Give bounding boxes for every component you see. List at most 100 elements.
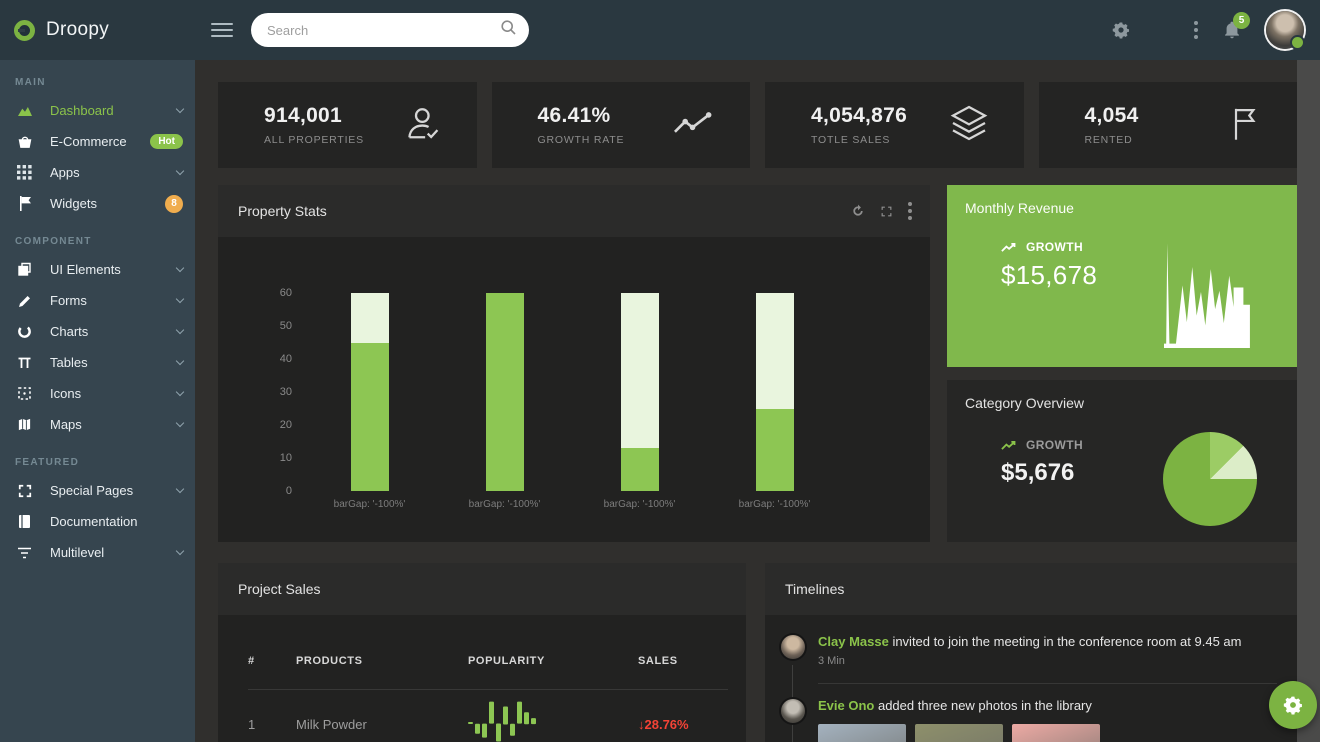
project-sales-header: Project Sales — [218, 563, 746, 615]
grid-icon[interactable] — [1154, 22, 1170, 38]
sidebar-item-apps[interactable]: Apps — [0, 157, 195, 188]
y-axis-tick: 10 — [279, 452, 292, 464]
bell-icon[interactable]: 5 — [1222, 12, 1250, 41]
growth-label: GROWTH — [1026, 438, 1084, 452]
sidebar-item-label: Maps — [50, 417, 82, 432]
photo-thumbnail[interactable] — [818, 723, 906, 742]
card-title: Property Stats — [238, 203, 327, 219]
sidebar-item-charts[interactable]: Charts — [0, 316, 195, 347]
droopy-logo-icon — [14, 19, 35, 41]
sidebar-item-special-pages[interactable]: Special Pages — [0, 475, 195, 506]
stat-card-rented[interactable]: 4,054 RENTED — [1038, 82, 1297, 168]
search-input[interactable] — [267, 22, 500, 38]
y-axis-tick: 0 — [285, 485, 292, 497]
trending-up-icon — [1001, 440, 1016, 450]
stat-label: RENTED — [1084, 134, 1133, 146]
property-stats-card: Property Stats 60 50 40 30 20 10 0 barGap: '-10… — [218, 185, 930, 542]
sidebar-item-label: Apps — [50, 165, 80, 180]
sidebar-item-ui-elements[interactable]: UI Elements — [0, 254, 195, 285]
stat-value: 4,054,876 — [811, 104, 908, 127]
sidebar-item-e-commerce[interactable]: E-Commerce Hot — [0, 126, 195, 157]
timeline-message: invited to join the meeting in the confe… — [888, 634, 1242, 649]
search-box[interactable] — [251, 13, 529, 47]
stat-card-all-properties[interactable]: 914,001 ALL PROPERTIES — [218, 82, 477, 168]
sidebar-item-label: E-Commerce — [50, 134, 127, 149]
map-icon — [16, 417, 33, 432]
sidebar-section-label: COMPONENT — [15, 236, 92, 247]
brand[interactable]: Droopy — [0, 19, 195, 41]
photo-thumbnail[interactable] — [915, 723, 1003, 742]
search-icon[interactable] — [500, 19, 517, 41]
y-axis-tick: 40 — [279, 353, 292, 365]
timeline-item-clay-masse[interactable]: Clay Masse invited to join the meeting i… — [781, 633, 1277, 670]
apps-grid-icon — [16, 165, 33, 180]
sidebar-item-multilevel[interactable]: Multilevel — [0, 537, 195, 568]
y-axis-tick: 50 — [279, 320, 292, 332]
category-overview-growth: GROWTH $5,676 — [1001, 438, 1083, 487]
count-badge: 8 — [165, 194, 183, 213]
stat-card-totle-sales[interactable]: 4,054,876 TOTLE SALES — [765, 82, 1024, 168]
stat-card-growth-rate[interactable]: 46.41% GROWTH RATE — [491, 82, 750, 168]
stat-label: ALL PROPERTIES — [264, 134, 364, 146]
stat-value: 46.41% — [537, 104, 611, 127]
sidebar-nav: MAIN Dashboard E-Commerce Hot Apps Widgets 8 CO… — [0, 60, 195, 742]
sidebar-item-widgets[interactable]: Widgets 8 — [0, 188, 195, 219]
category-pie-chart — [1163, 432, 1257, 526]
table-divider — [248, 689, 728, 690]
stat-text: 4,054,876 TOTLE SALES — [811, 104, 907, 146]
book-icon — [16, 514, 33, 529]
navbar-actions: 5 — [1112, 11, 1320, 50]
sidebar-item-maps[interactable]: Maps — [0, 409, 195, 440]
x-axis-label: barGap: '-100%' — [468, 499, 541, 510]
revenue-area-chart — [1164, 243, 1250, 348]
sidebar-item-label: Tables — [50, 355, 88, 370]
photo-thumbnail[interactable] — [1012, 723, 1100, 742]
sidebar-item-icons[interactable]: Icons — [0, 378, 195, 409]
table-row[interactable]: 1 Milk Powder ↓28.76% — [218, 690, 746, 742]
kebab-icon[interactable] — [1194, 21, 1198, 39]
category-overview-card: Category Overview GROWTH $5,676 — [947, 380, 1297, 542]
bar-track — [620, 293, 659, 491]
gear-icon[interactable] — [1112, 21, 1130, 39]
kebab-icon[interactable] — [908, 202, 912, 220]
basket-icon — [16, 134, 33, 150]
avatar[interactable] — [1266, 11, 1305, 50]
expand-icon — [16, 484, 33, 498]
monthly-revenue-card: Monthly Revenue GROWTH $15,678 — [947, 185, 1297, 367]
property-stats-chart: 60 50 40 30 20 10 0 barGap: '-100%' barGap: '-10… — [218, 237, 930, 542]
refresh-icon[interactable] — [851, 202, 865, 220]
settings-fab[interactable] — [1269, 681, 1317, 729]
card-tools — [851, 202, 912, 220]
x-axis-labels: barGap: '-100%' barGap: '-100%' barGap: '-… — [302, 499, 842, 510]
notification-badge: 5 — [1233, 12, 1250, 29]
sidebar-item-tables[interactable]: Tables — [0, 347, 195, 378]
timelines-header: Timelines — [765, 563, 1297, 615]
card-title: Category Overview — [965, 395, 1085, 411]
sidebar-item-documentation[interactable]: Documentation — [0, 506, 195, 537]
avatar — [781, 698, 805, 723]
sidebar-item-label: Special Pages — [50, 483, 134, 498]
sidebar-item-label: Widgets — [50, 196, 97, 211]
timeline-list: Clay Masse invited to join the meeting i… — [765, 615, 1297, 742]
bar-slot — [302, 293, 437, 491]
hamburger-menu-icon[interactable] — [211, 23, 233, 37]
bar-slot — [437, 293, 572, 491]
sidebar-section-label: MAIN — [15, 77, 46, 88]
x-axis-label: barGap: '-100%' — [333, 499, 406, 510]
timelines-card: Timelines Clay Masse invited to join the… — [765, 563, 1297, 742]
stats-row: 914,001 ALL PROPERTIES 46.41% GROWTH RATE 4,… — [218, 82, 1297, 168]
bar-plot — [302, 293, 842, 491]
timeline-message: added three new photos in the library — [874, 697, 1092, 713]
donut-icon — [16, 324, 33, 339]
chevron-down-icon — [175, 484, 185, 494]
sidebar-item-label: Charts — [50, 324, 89, 339]
expand-icon[interactable] — [880, 202, 893, 220]
sidebar-item-dashboard[interactable]: Dashboard — [0, 95, 195, 126]
pencil-icon — [16, 294, 33, 308]
chevron-down-icon — [175, 294, 185, 304]
timeline-item-evie-ono[interactable]: Evie Ono added three new photos in the l… — [781, 697, 1277, 742]
timeline-user-name: Clay Masse — [818, 634, 889, 649]
y-axis-tick: 30 — [279, 386, 292, 398]
sidebar-item-forms[interactable]: Forms — [0, 285, 195, 316]
column-header-sales: SALES — [638, 655, 678, 667]
